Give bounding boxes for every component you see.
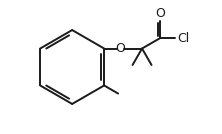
Text: O: O [115,42,125,55]
Text: O: O [155,7,165,20]
Text: Cl: Cl [177,32,189,45]
